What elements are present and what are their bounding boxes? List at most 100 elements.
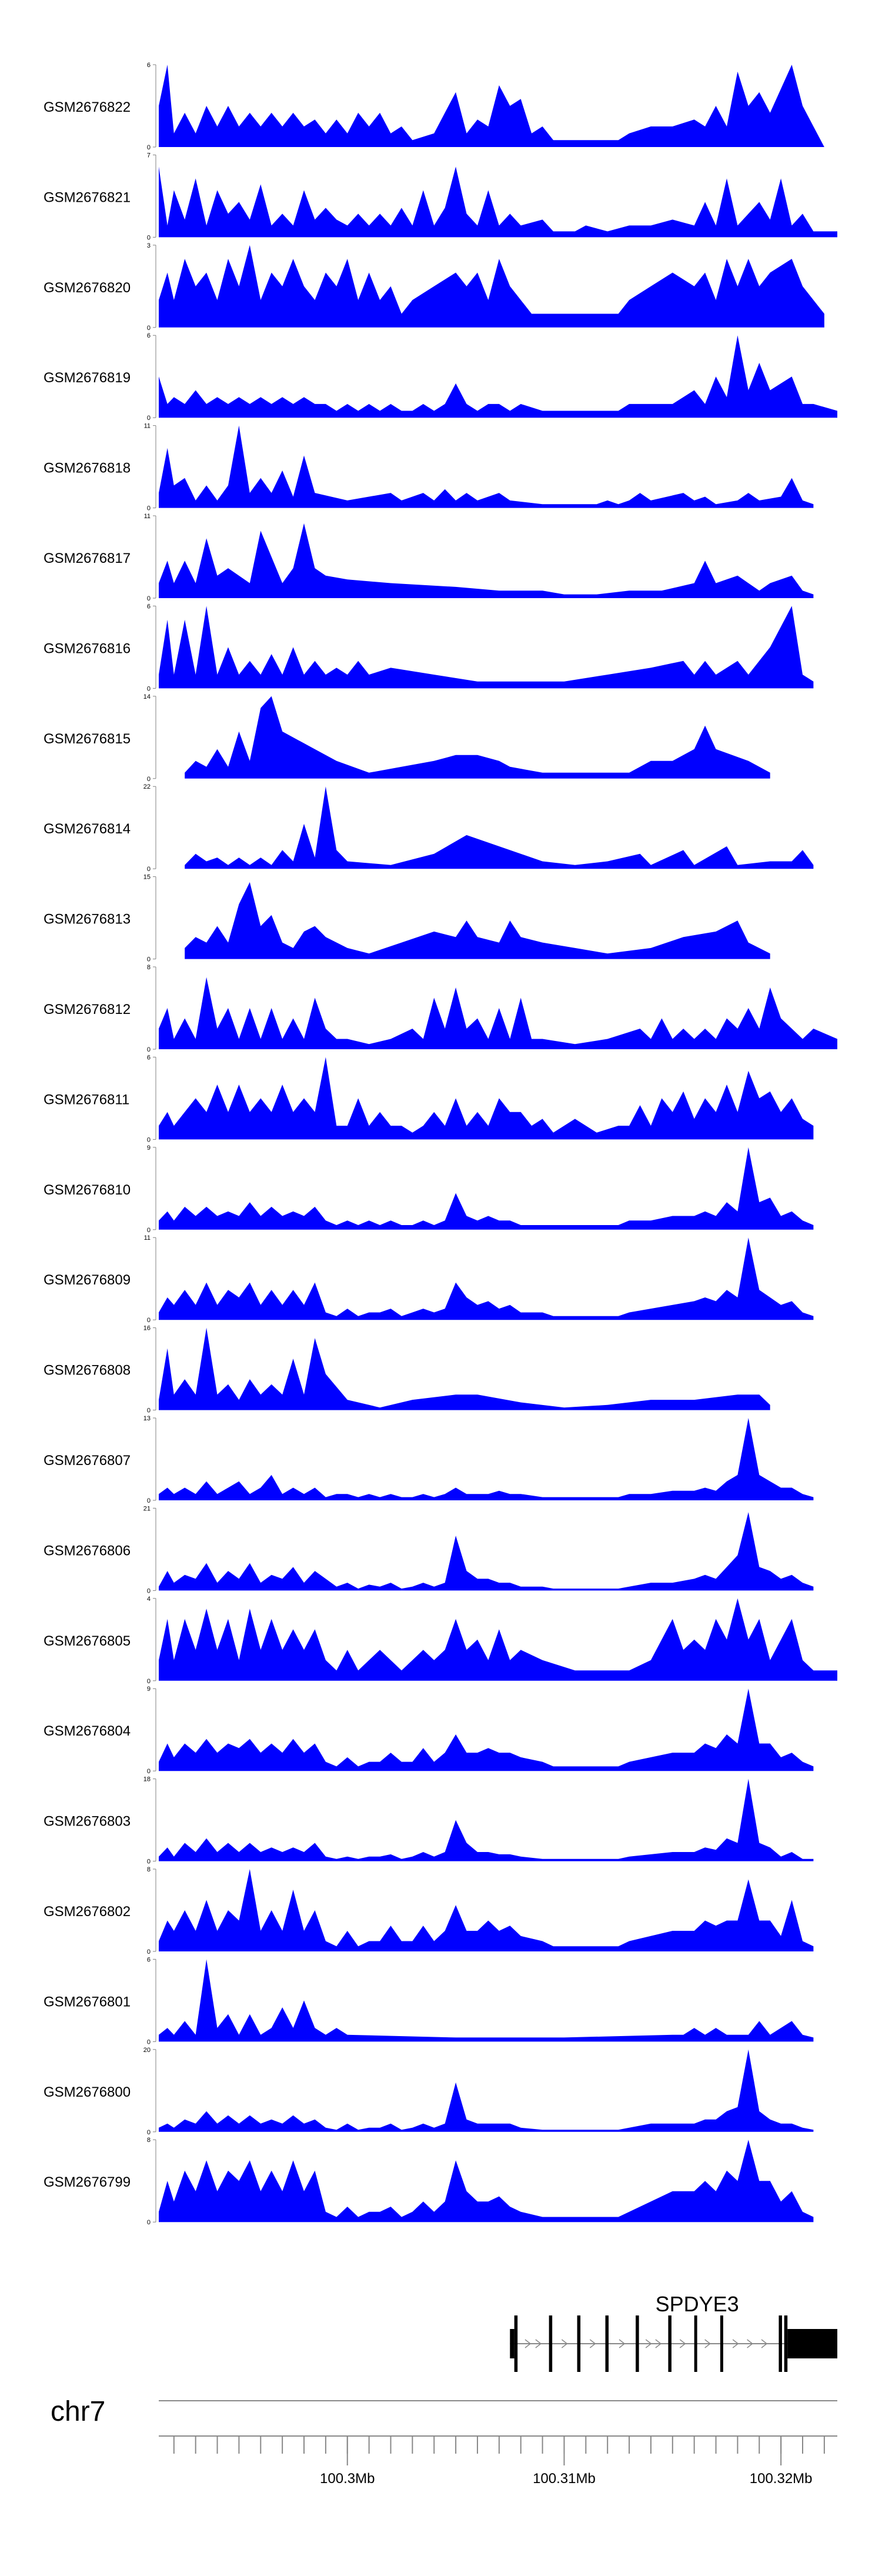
y-max-label: 11 xyxy=(144,423,151,430)
chromosome-label: chr7 xyxy=(51,2396,105,2427)
track-GSM2676805: GSM2676805 4 0 xyxy=(44,1596,837,1685)
y-min-label: 0 xyxy=(147,325,151,332)
coverage-area xyxy=(159,1147,814,1230)
coverage-area xyxy=(159,2140,814,2223)
y-max-label: 14 xyxy=(143,693,151,700)
coverage-area xyxy=(185,696,770,779)
strand-arrow xyxy=(619,2339,626,2348)
x-tick-label: 100.31Mb xyxy=(533,2471,596,2487)
coverage-area xyxy=(159,1418,814,1500)
track-label: GSM2676814 xyxy=(44,821,131,837)
coverage-area xyxy=(185,786,814,869)
track-label: GSM2676808 xyxy=(44,1363,131,1379)
gene-model-track: SPDYE3 xyxy=(510,2292,837,2372)
track-label: GSM2676821 xyxy=(44,189,131,205)
y-max-label: 18 xyxy=(143,1776,151,1783)
exon-block xyxy=(779,2315,782,2372)
y-min-label: 0 xyxy=(147,1678,151,1685)
coverage-area xyxy=(159,1689,814,1771)
y-min-label: 0 xyxy=(147,1497,151,1504)
y-min-label: 0 xyxy=(147,234,151,241)
coverage-area xyxy=(159,1959,814,2042)
track-label: GSM2676820 xyxy=(44,280,131,296)
track-label: GSM2676817 xyxy=(44,550,131,566)
track-GSM2676810: GSM2676810 9 0 xyxy=(44,1144,814,1234)
track-label: GSM2676805 xyxy=(44,1633,131,1649)
y-max-label: 9 xyxy=(147,1144,151,1152)
coverage-area xyxy=(159,166,837,238)
y-max-label: 6 xyxy=(147,1956,151,1963)
strand-arrow xyxy=(589,2339,596,2348)
gene-exons xyxy=(510,2315,837,2372)
exon-block xyxy=(549,2315,553,2372)
track-label: GSM2676806 xyxy=(44,1543,131,1559)
y-max-label: 11 xyxy=(144,513,151,520)
y-min-label: 0 xyxy=(147,1227,151,1234)
y-max-label: 8 xyxy=(147,964,151,971)
gene-strand-arrows xyxy=(524,2339,768,2348)
track-label: GSM2676800 xyxy=(44,2084,131,2100)
y-max-label: 6 xyxy=(147,332,151,339)
x-tick-label: 100.3Mb xyxy=(320,2471,375,2487)
y-max-label: 8 xyxy=(147,2137,151,2144)
y-max-label: 15 xyxy=(143,874,151,881)
y-min-label: 0 xyxy=(147,1317,151,1324)
track-GSM2676802: GSM2676802 8 0 xyxy=(44,1866,814,1956)
strand-arrow xyxy=(679,2339,686,2348)
y-min-label: 0 xyxy=(147,866,151,873)
track-GSM2676806: GSM2676806 21 0 xyxy=(44,1505,814,1594)
track-GSM2676812: GSM2676812 8 0 xyxy=(44,964,837,1053)
track-label: GSM2676812 xyxy=(44,1002,131,1017)
track-label: GSM2676802 xyxy=(44,1904,131,1920)
y-max-label: 6 xyxy=(147,1054,151,1061)
y-max-label: 13 xyxy=(143,1415,151,1422)
y-min-label: 0 xyxy=(147,1948,151,1956)
track-label: GSM2676801 xyxy=(44,1994,131,2010)
coverage-area xyxy=(159,335,837,418)
track-GSM2676822: GSM2676822 6 0 xyxy=(44,62,824,151)
exon-block xyxy=(668,2315,671,2372)
track-GSM2676817: GSM2676817 11 0 xyxy=(44,513,814,602)
y-max-label: 22 xyxy=(143,783,151,790)
track-label: GSM2676809 xyxy=(44,1272,131,1288)
y-max-label: 6 xyxy=(147,603,151,610)
y-max-label: 3 xyxy=(147,242,151,249)
y-min-label: 0 xyxy=(147,2219,151,2226)
track-GSM2676800: GSM2676800 20 0 xyxy=(44,2047,814,2136)
coverage-area xyxy=(159,1869,814,1951)
y-max-label: 6 xyxy=(147,62,151,69)
coverage-area xyxy=(159,425,814,508)
x-tick-label: 100.32Mb xyxy=(750,2471,813,2487)
track-GSM2676808: GSM2676808 16 0 xyxy=(44,1325,770,1414)
y-min-label: 0 xyxy=(147,2129,151,2136)
track-GSM2676818: GSM2676818 11 0 xyxy=(44,423,814,512)
track-GSM2676804: GSM2676804 9 0 xyxy=(44,1686,814,1775)
y-max-label: 8 xyxy=(147,1866,151,1873)
track-GSM2676799: GSM2676799 8 0 xyxy=(44,2137,814,2226)
y-max-label: 21 xyxy=(143,1505,151,1512)
y-max-label: 16 xyxy=(143,1325,151,1332)
track-GSM2676811: GSM2676811 6 0 xyxy=(44,1054,814,1143)
track-label: GSM2676811 xyxy=(44,1092,129,1107)
strand-arrow xyxy=(655,2339,662,2348)
track-GSM2676809: GSM2676809 11 0 xyxy=(44,1234,814,1324)
genome-axis: chr7 100.3Mb 100.31Mb 100.32Mb xyxy=(51,2396,837,2487)
track-label: GSM2676815 xyxy=(44,731,131,747)
coverage-area xyxy=(159,65,824,147)
y-min-label: 0 xyxy=(147,1046,151,1053)
coverage-area xyxy=(159,977,837,1049)
coverage-area xyxy=(159,1057,814,1140)
track-label: GSM2676819 xyxy=(44,370,131,386)
strand-arrow xyxy=(645,2339,652,2348)
track-label: GSM2676803 xyxy=(44,1814,131,1830)
exon-block xyxy=(784,2315,788,2372)
y-max-label: 11 xyxy=(144,1234,151,1242)
x-axis-ticks: 100.3Mb 100.31Mb 100.32Mb xyxy=(173,2436,825,2487)
exon-block xyxy=(636,2315,639,2372)
coverage-area xyxy=(159,1327,770,1410)
track-GSM2676813: GSM2676813 15 0 xyxy=(44,874,770,963)
y-min-label: 0 xyxy=(147,1858,151,1866)
y-max-label: 7 xyxy=(147,152,151,159)
track-label: GSM2676816 xyxy=(44,640,131,656)
